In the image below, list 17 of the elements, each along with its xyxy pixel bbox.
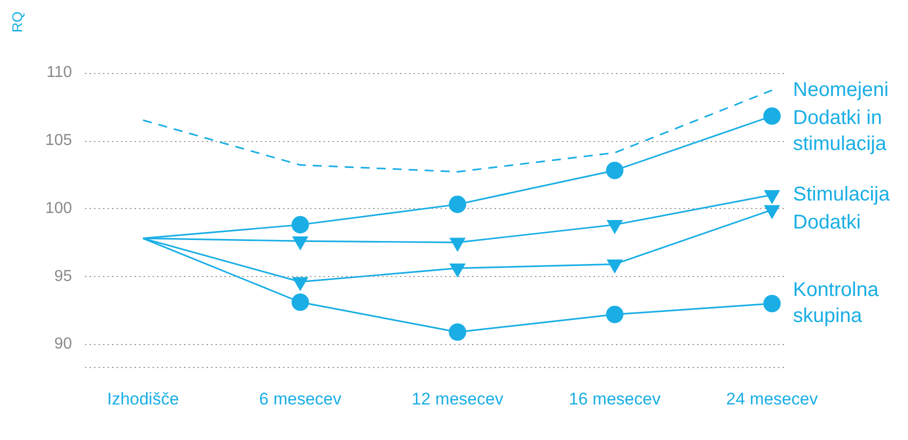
series-label: Kontrolna skupina: [793, 279, 880, 328]
y-axis-title: RQ: [8, 11, 25, 32]
series-label: Dodatki: [793, 211, 861, 234]
series-label: Stimulacija: [793, 183, 891, 206]
x-tick-label: 12 mesecev: [412, 389, 504, 408]
y-tick-label: 95: [54, 268, 72, 285]
x-tick-label: 6 mesecev: [259, 389, 342, 408]
series-label: Dodatki in stimulacija: [793, 106, 888, 155]
y-tick-label: 100: [45, 200, 72, 217]
line-series: [142, 89, 773, 173]
x-tick-label: 16 mesecev: [568, 389, 662, 408]
x-tick-label: 24 mesecev: [726, 389, 818, 408]
y-tick-label: 105: [45, 132, 72, 149]
series-label: Neomejeni: [793, 78, 889, 101]
x-tick-label: Izhodišče: [107, 389, 179, 408]
y-tick-label: 110: [46, 64, 72, 82]
y-tick-label: 90: [54, 336, 72, 353]
